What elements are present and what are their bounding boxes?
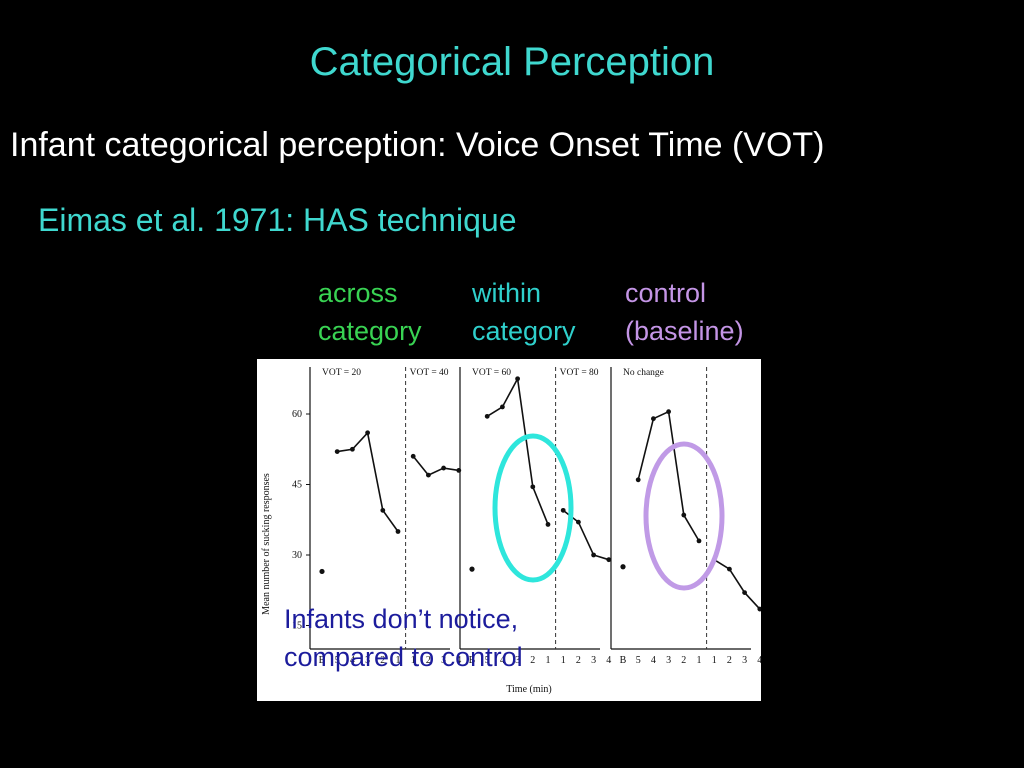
pre-change-point: [545, 522, 551, 527]
baseline-point: [469, 566, 475, 572]
pre-change-point: [681, 512, 687, 518]
post-change-line: [412, 455, 459, 477]
control-highlight-ellipse: [643, 441, 725, 591]
x-tick-label: B: [620, 655, 627, 666]
x-tick-label: 3: [666, 655, 671, 666]
label-within-category: within category: [472, 274, 576, 350]
y-tick-label: 60: [292, 409, 302, 420]
x-tick-label: 1: [396, 655, 401, 666]
x-tick-label: 3: [441, 655, 446, 666]
pre-stimulus-label: VOT = 20: [322, 368, 361, 378]
label-across-line1: across: [318, 278, 398, 308]
post-change-point: [576, 519, 581, 525]
post-change-point: [727, 566, 732, 572]
panel-1: VOT = 20 VOT = 40B 5 4 3 2 1 1 2 3 4: [309, 367, 461, 666]
pre-change-point: [515, 376, 520, 382]
pre-change-point: [380, 507, 386, 513]
x-tick-label: 2: [681, 655, 686, 666]
pre-stimulus-label: VOT = 60: [472, 368, 511, 378]
x-tick-label: 2: [426, 655, 431, 666]
pre-change-point: [530, 484, 536, 490]
post-change-point: [591, 552, 596, 558]
y-tick-label: 45: [292, 480, 302, 491]
x-tick-label: 4: [350, 655, 355, 666]
y-tick-label: 30: [292, 550, 302, 561]
x-tick-label: 2: [380, 655, 385, 666]
pre-change-point: [635, 477, 641, 483]
y-axis-label: Mean number of sucking responses: [261, 473, 272, 615]
label-control-baseline: control (baseline): [625, 274, 744, 350]
pre-change-point: [500, 404, 505, 410]
x-tick-label: 1: [546, 655, 551, 666]
pre-change-point: [651, 416, 656, 422]
slide-title: Categorical Perception: [309, 40, 715, 84]
pre-change-point: [484, 413, 490, 419]
x-tick-label: B: [469, 655, 476, 666]
x-tick-label: 5: [335, 655, 340, 666]
label-within-line2: category: [472, 316, 576, 346]
y-tick-label: 15: [292, 621, 302, 632]
post-stimulus-label: VOT = 80: [560, 368, 599, 378]
x-tick-label: 3: [365, 655, 370, 666]
note-line1: Infants don’t notice,: [284, 604, 519, 634]
chart-background: [257, 359, 761, 701]
x-tick-label: 4: [757, 655, 761, 666]
x-tick-label: 1: [712, 655, 717, 666]
x-tick-label: B: [319, 655, 326, 666]
post-change-point: [757, 606, 761, 612]
x-tick-label: 5: [636, 655, 641, 666]
x-tick-label: 2: [727, 655, 732, 666]
within-category-highlight-ellipse: [492, 433, 574, 583]
post-change-point: [560, 507, 566, 513]
x-tick-label: 4: [456, 655, 461, 666]
x-tick-label: 4: [651, 655, 656, 666]
panel-2: VOT = 60 VOT = 80B 5 4 3 2 1 1 2 3 4: [459, 367, 612, 666]
post-change-point: [410, 453, 416, 459]
x-tick-label: 1: [411, 655, 416, 666]
baseline-point: [319, 568, 325, 575]
x-tick-label: 4: [500, 655, 505, 666]
pre-change-point: [334, 449, 340, 454]
label-across-line2: category: [318, 316, 422, 346]
post-change-point: [606, 557, 612, 563]
label-control-line1: control: [625, 278, 707, 308]
slide-subtitle: Infant categorical perception: Voice Ons…: [10, 126, 825, 164]
pre-change-point: [696, 538, 702, 544]
x-tick-label: 3: [591, 655, 596, 666]
x-tick-label: 5: [485, 655, 490, 666]
post-change-point: [426, 472, 431, 478]
label-within-line1: within: [472, 278, 542, 308]
x-tick-label: 1: [561, 655, 566, 666]
pre-change-point: [365, 430, 370, 436]
pre-change-point: [350, 446, 355, 452]
label-control-line2: (baseline): [625, 316, 744, 346]
post-change-point: [742, 590, 747, 595]
pre-stimulus-label: No change: [623, 368, 664, 378]
baseline-point: [620, 564, 626, 570]
pre-change-point: [666, 409, 671, 415]
x-tick-label: 3: [742, 655, 747, 666]
x-tick-label: 3: [515, 655, 520, 666]
x-tick-label: 1: [697, 655, 702, 666]
label-across-category: across category: [318, 274, 422, 350]
reference-text: Eimas et al. 1971: HAS technique: [38, 202, 517, 238]
x-axis-label: Time (min): [506, 684, 551, 695]
x-tick-label: 4: [606, 655, 611, 666]
x-tick-label: 2: [530, 655, 535, 666]
sucking-response-chart: Mean number of sucking responses Time (m…: [257, 359, 761, 701]
post-stimulus-label: VOT = 40: [410, 368, 449, 378]
note-line2: compared to control: [284, 642, 523, 672]
post-change-point: [441, 465, 446, 471]
annotation-note: Infants don’t notice, compared to contro…: [284, 600, 523, 676]
x-tick-label: 2: [576, 655, 581, 666]
post-change-line: [713, 559, 761, 610]
pre-change-point: [395, 529, 401, 534]
